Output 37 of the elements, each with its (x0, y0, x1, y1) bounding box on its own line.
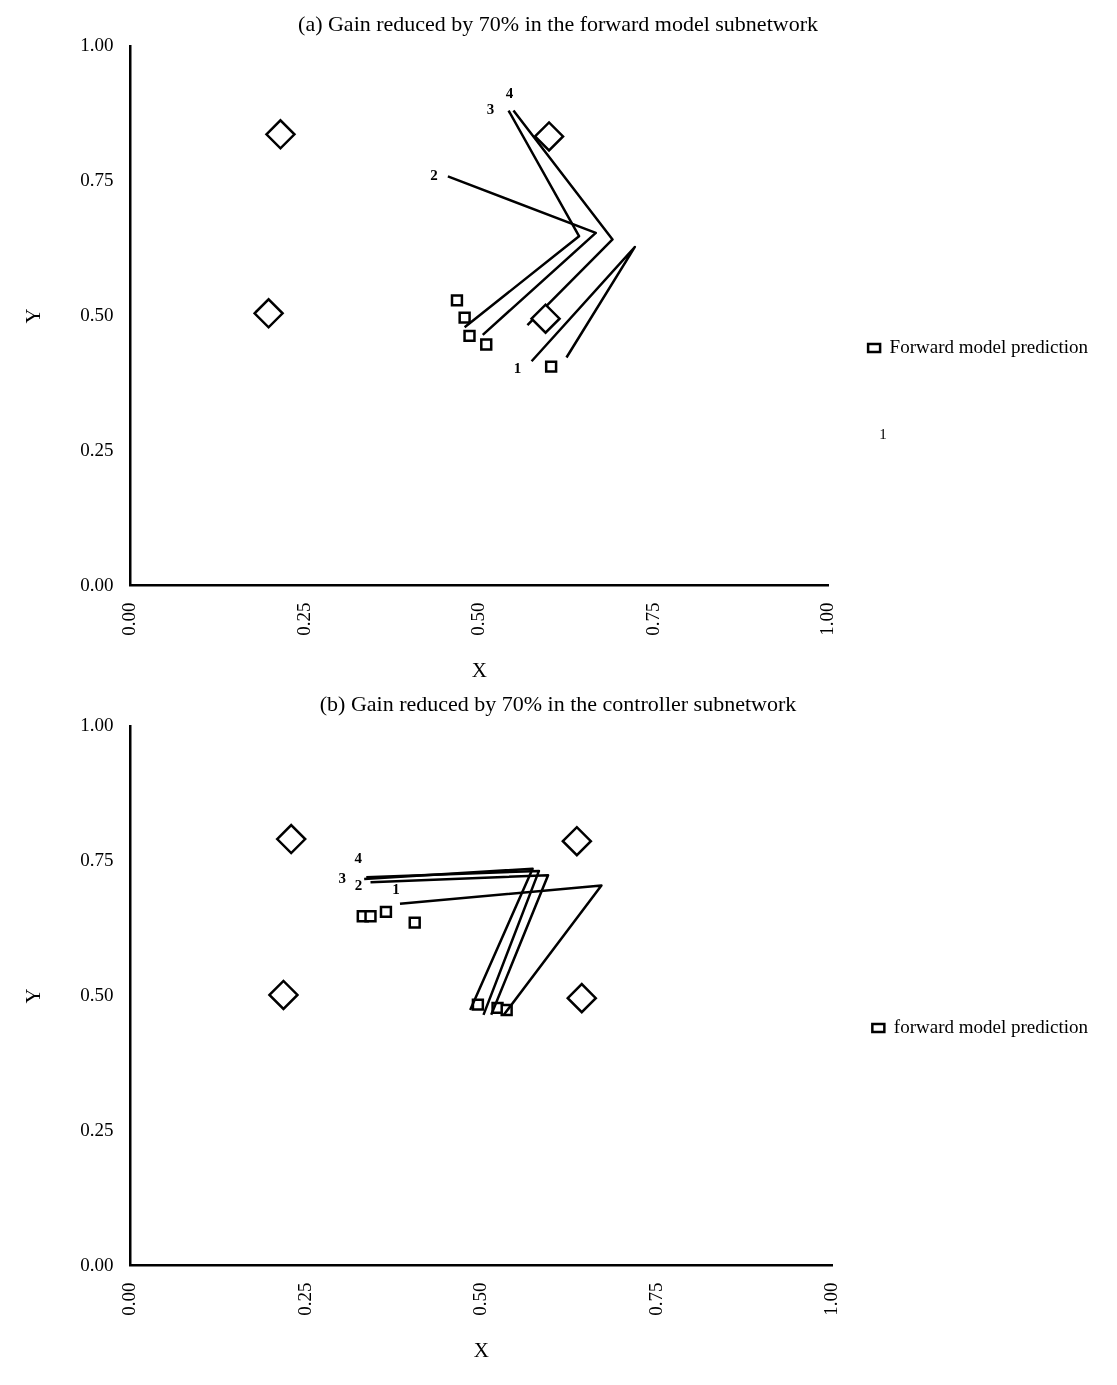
x-tick-label: 0.50 (469, 1282, 491, 1316)
x-tick-label: 1.00 (816, 602, 838, 636)
x-axis-title: X (471, 657, 487, 682)
annotation: 1 (392, 880, 400, 897)
legend-label: Forward model prediction (889, 335, 1089, 357)
y-tick-label: 0.25 (80, 1118, 114, 1140)
annotation: 2 (430, 167, 438, 184)
y-tick-label: 0.50 (80, 303, 114, 325)
x-tick-label: 0.25 (293, 1282, 315, 1316)
y-tick-label: 0.25 (80, 438, 114, 460)
y-tick-label: 0.50 (80, 983, 114, 1005)
y-tick-label: 0.00 (80, 573, 114, 595)
y-tick-label: 0.00 (80, 1253, 114, 1275)
y-axis-title: Y (21, 308, 46, 324)
x-tick-label: 0.00 (118, 1282, 140, 1316)
annotation: 1 (513, 360, 522, 377)
x-tick-label: 1.00 (820, 1282, 842, 1316)
annotation: 2 (354, 877, 363, 894)
x-tick-label: 0.75 (644, 1282, 666, 1316)
y-tick-label: 1.00 (80, 714, 114, 736)
y-tick-label: 0.75 (80, 169, 114, 191)
annotation: 4 (505, 85, 514, 102)
chart-title: (a) Gain reduced by 70% in the forward model subnetwork (298, 10, 818, 36)
x-tick-label: 0.00 (118, 602, 140, 636)
y-tick-label: 0.75 (80, 849, 114, 871)
x-tick-label: 0.75 (641, 602, 663, 636)
y-tick-label: 1.00 (80, 34, 114, 56)
annotation: 4 (354, 850, 363, 867)
y-axis-title: Y (21, 988, 46, 1004)
chart-title: (b) Gain reduced by 70% in the controller subnetwork (319, 690, 797, 716)
text: 1 (879, 425, 887, 442)
x-tick-label: 0.50 (467, 602, 489, 636)
annotation: 3 (338, 869, 346, 886)
annotation: 3 (486, 101, 495, 118)
legend-label: forward model prediction (893, 1015, 1089, 1037)
x-tick-label: 0.25 (292, 602, 314, 636)
x-axis-title: X (473, 1337, 489, 1362)
